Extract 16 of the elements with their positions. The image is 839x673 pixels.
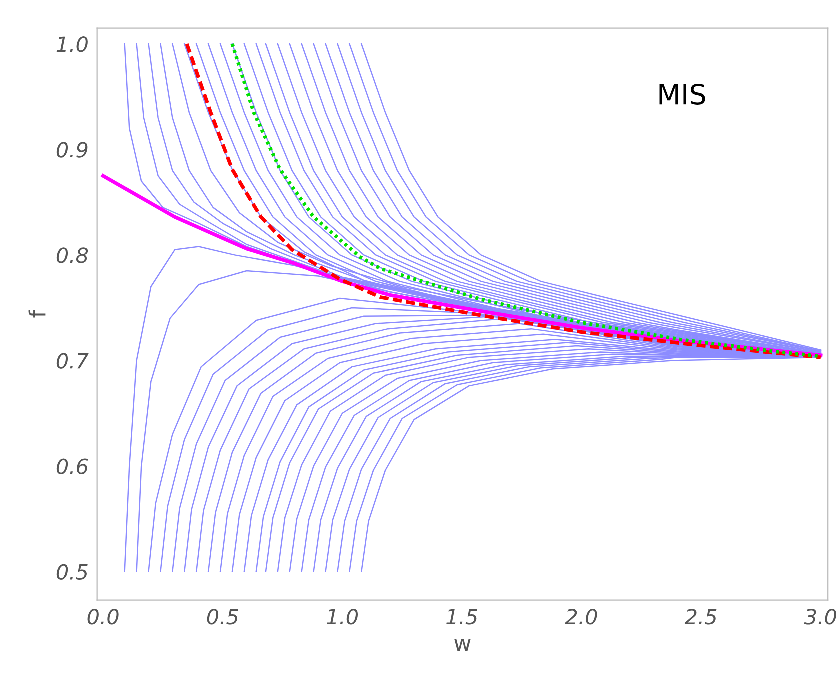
x-tick-label: 0.0 [88,609,119,625]
x-tick-label: 2.0 [565,609,598,625]
annotation: MIS [660,84,706,105]
x-tick-label: 1.0 [326,609,358,625]
y-tick-label: 1.0 [56,36,88,52]
y-tick-label: 0.7 [56,353,89,369]
x-tick-label: 1.5 [446,609,478,625]
y-tick-label: 0.9 [56,142,88,158]
y-tick-label: 0.6 [56,458,88,474]
y-axis-title: f [28,310,46,318]
x-tick-label: 3.0 [804,609,836,625]
x-axis-title: w [454,639,471,652]
y-tick-label: 0.5 [56,564,88,580]
x-tick-label: 0.5 [207,609,238,625]
x-tick-label: 2.5 [684,609,717,625]
y-tick-label: 0.8 [56,248,88,264]
